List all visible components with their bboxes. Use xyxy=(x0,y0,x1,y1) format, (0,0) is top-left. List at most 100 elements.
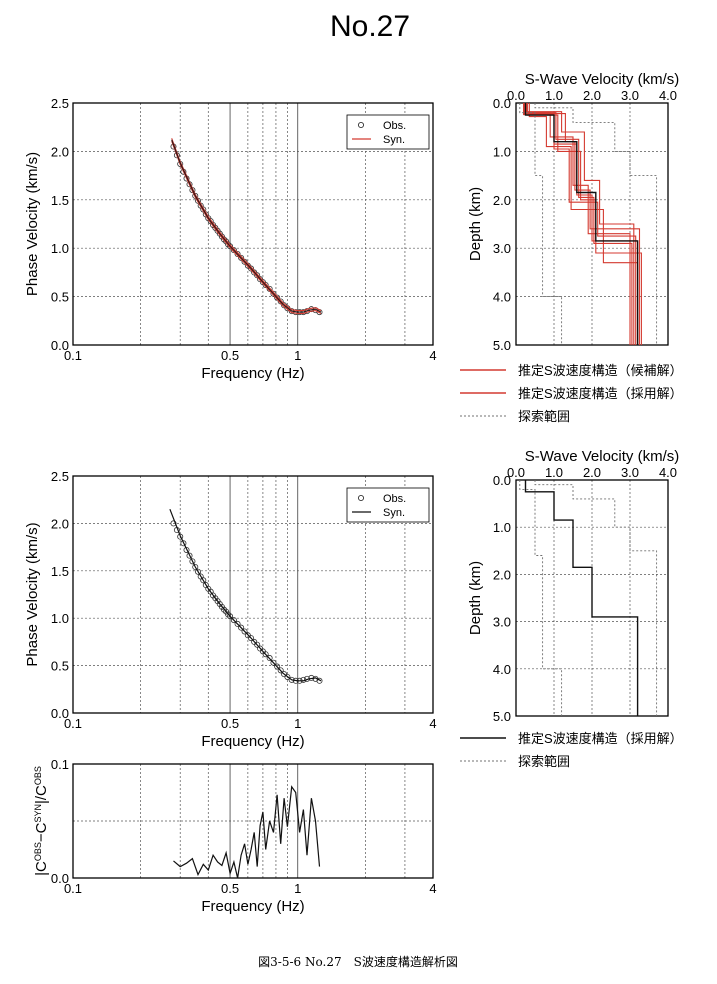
x-tick-label: 1 xyxy=(294,881,301,896)
x-tick-label: 2.0 xyxy=(583,88,601,103)
plot-frame xyxy=(515,102,669,346)
x-axis-label: Frequency (Hz) xyxy=(201,365,304,382)
obs-point xyxy=(200,577,207,584)
search-range-min xyxy=(519,103,563,345)
y-axis-label: Depth (km) xyxy=(467,187,484,261)
x-tick-label: 0.1 xyxy=(64,881,82,896)
obs-point xyxy=(262,281,269,288)
obs-point xyxy=(225,611,232,618)
legend-label: 推定S波速度構造（候補解） xyxy=(518,363,683,378)
x-tick-label: 0.1 xyxy=(64,348,82,363)
y-axis-label-part: −C xyxy=(33,822,50,842)
candidate-profile xyxy=(523,102,641,345)
y-axis-label-part: OBS xyxy=(33,766,43,785)
obs-point xyxy=(274,294,281,301)
velocity-profile-chart-top: 0.0 1.0 2.0 3.0 4.0 0.0 1.0 2.0 3.0 4.0 5.0 S-Wave … xyxy=(460,71,683,424)
y-tick-label: 0.0 xyxy=(51,338,69,353)
x-axis-label: S-Wave Velocity (km/s) xyxy=(525,448,679,465)
y-tick-label: 0.0 xyxy=(51,706,69,721)
legend-obs-label: Obs. xyxy=(383,493,406,505)
x-tick-label: 4 xyxy=(429,348,436,363)
x-tick-label: 1.0 xyxy=(545,465,563,480)
y-tick-label: 1.0 xyxy=(51,241,69,256)
obs-point xyxy=(177,533,184,540)
legend-label: 推定S波速度構造（採用解） xyxy=(518,386,683,401)
y-tick-label: 0.0 xyxy=(493,96,511,111)
candidate-profile xyxy=(526,102,633,345)
y-axis-label-part: |/C xyxy=(33,785,50,804)
dispersion-chart-top: 0.1 0.5 1 4 0.0 0.5 1.0 1.5 2.0 2.5 Frequency (Hz)… xyxy=(24,96,437,382)
x-tick-label: 4 xyxy=(429,716,436,731)
x-tick-label: 1 xyxy=(294,348,301,363)
legend-syn-label: Syn. xyxy=(383,507,405,519)
plot-frame xyxy=(72,475,434,714)
obs-point xyxy=(170,520,177,527)
obs-point xyxy=(192,564,199,571)
obs-point xyxy=(254,641,261,648)
legend-syn-label: Syn. xyxy=(383,134,405,146)
candidate-profile xyxy=(528,103,639,345)
plot-frame xyxy=(72,102,434,346)
data-line xyxy=(169,508,322,682)
obs-point xyxy=(266,655,273,662)
y-tick-label: 2.0 xyxy=(493,193,511,208)
x-tick-label: 0.5 xyxy=(221,881,239,896)
y-tick-label: 0.0 xyxy=(493,473,511,488)
y-axis-label: Phase Velocity (km/s) xyxy=(24,522,41,666)
obs-point xyxy=(254,272,261,279)
obs-point xyxy=(241,258,248,265)
x-axis-label: S-Wave Velocity (km/s) xyxy=(525,71,679,88)
y-tick-label: 3.0 xyxy=(493,241,511,256)
x-tick-label: 0.0 xyxy=(507,465,525,480)
y-tick-label: 0.5 xyxy=(51,659,69,674)
search-range-min xyxy=(519,480,563,716)
obs-point xyxy=(230,247,237,254)
y-tick-label: 3.0 xyxy=(493,615,511,630)
legend-obs-label: Obs. xyxy=(383,120,406,132)
y-tick-label: 0.0 xyxy=(51,871,69,886)
y-axis-label-part: OBS xyxy=(33,842,43,861)
obs-point xyxy=(234,620,241,627)
x-tick-label: 4.0 xyxy=(659,88,677,103)
y-tick-label: 2.5 xyxy=(51,469,69,484)
y-tick-label: 2.0 xyxy=(51,144,69,159)
obs-point xyxy=(238,624,245,631)
y-tick-label: 1.5 xyxy=(51,564,69,579)
obs-point xyxy=(230,617,237,624)
obs-point xyxy=(270,659,277,666)
y-tick-label: 5.0 xyxy=(493,709,511,724)
adopted-profile xyxy=(524,103,639,345)
legend-obs-marker xyxy=(357,121,365,129)
plot-frame xyxy=(515,479,669,717)
x-tick-label: 1 xyxy=(294,716,301,731)
x-tick-label: 1.0 xyxy=(545,88,563,103)
obs-point xyxy=(248,635,255,642)
search-range-max xyxy=(534,480,658,716)
legend-obs-marker xyxy=(357,494,365,502)
y-tick-label: 2.0 xyxy=(51,516,69,531)
y-tick-label: 1.0 xyxy=(493,144,511,159)
y-axis-label: Depth (km) xyxy=(467,561,484,635)
y-tick-label: 0.5 xyxy=(51,290,69,305)
obs-point xyxy=(227,243,234,250)
obs-point xyxy=(234,251,241,258)
obs-point xyxy=(277,298,284,305)
obs-point xyxy=(238,254,245,261)
y-axis-label-part: |C xyxy=(33,861,50,876)
obs-point xyxy=(277,667,284,674)
obs-point xyxy=(274,663,281,670)
y-tick-label: 1.0 xyxy=(51,611,69,626)
data-line xyxy=(173,785,321,879)
x-tick-label: 4 xyxy=(429,881,436,896)
x-tick-label: 3.0 xyxy=(621,465,639,480)
y-tick-label: 2.5 xyxy=(51,96,69,111)
plot-frame xyxy=(72,763,434,879)
obs-point xyxy=(195,568,202,575)
figure-caption: 図3-5-6 No.27 S波速度構造解析図 xyxy=(258,954,458,969)
obs-point xyxy=(227,613,234,620)
candidate-profile xyxy=(523,103,635,345)
obs-point xyxy=(270,290,277,297)
y-tick-label: 0.1 xyxy=(51,757,69,772)
